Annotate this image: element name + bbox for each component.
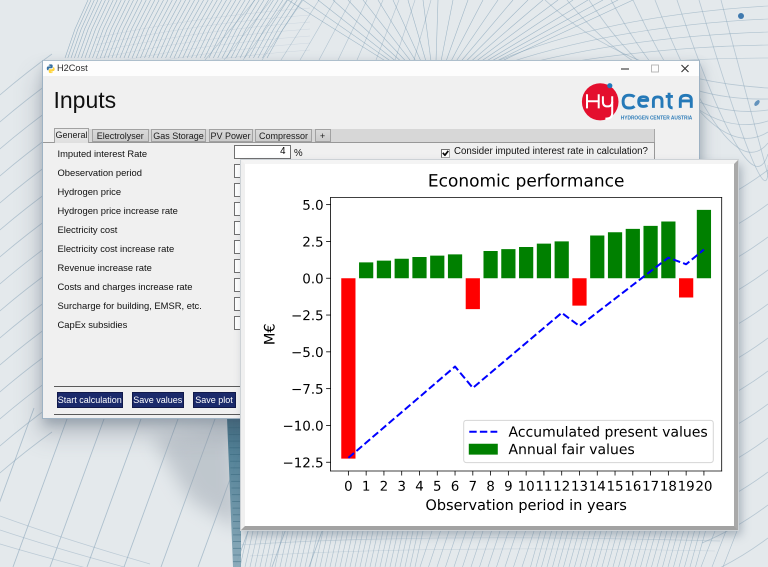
svg-text:HYDROGEN CENTER AUSTRIA: HYDROGEN CENTER AUSTRIA: [621, 116, 693, 122]
